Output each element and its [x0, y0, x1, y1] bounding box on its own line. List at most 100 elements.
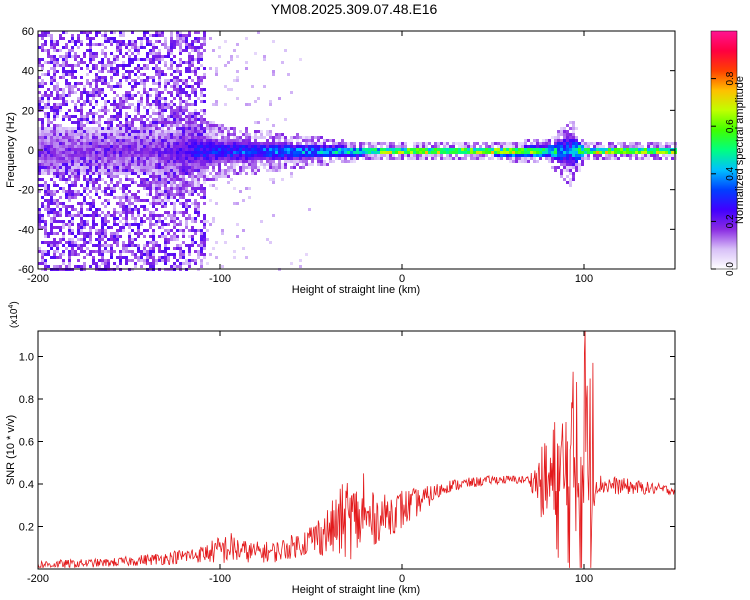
- heatmap-cell: [158, 58, 161, 61]
- heatmap-cell: [104, 247, 107, 250]
- heatmap-cell: [338, 154, 341, 157]
- colorbar-tick-label: 0.6: [725, 119, 736, 133]
- heatmap-cell: [167, 193, 170, 196]
- heatmap-cell: [242, 148, 245, 151]
- heatmap-cell: [344, 145, 347, 148]
- heatmap-cell: [464, 151, 467, 154]
- heatmap-cell: [101, 229, 104, 232]
- heatmap-cell: [227, 130, 230, 133]
- heatmap-cell: [644, 157, 647, 160]
- heatmap-cell: [143, 46, 146, 49]
- heatmap-cell: [98, 145, 101, 148]
- heatmap-cell: [410, 148, 413, 151]
- heatmap-cell: [233, 139, 236, 142]
- heatmap-cell: [149, 43, 152, 46]
- heatmap-cell: [101, 250, 104, 253]
- heatmap-cell: [281, 163, 284, 166]
- heatmap-cell: [170, 169, 173, 172]
- heatmap-cell: [86, 181, 89, 184]
- heatmap-cell: [77, 157, 80, 160]
- heatmap-cell: [152, 181, 155, 184]
- heatmap-cell: [185, 226, 188, 229]
- heatmap-cell: [248, 151, 251, 154]
- heatmap-cell: [47, 118, 50, 121]
- heatmap-cell: [56, 205, 59, 208]
- heatmap-cell: [170, 85, 173, 88]
- heatmap-cell: [134, 94, 137, 97]
- heatmap-cell: [572, 127, 575, 130]
- heatmap-cell: [68, 118, 71, 121]
- heatmap-cell: [131, 139, 134, 142]
- heatmap-cell: [116, 175, 119, 178]
- heatmap-cell: [62, 220, 65, 223]
- heatmap-cell: [383, 148, 386, 151]
- heatmap-cell: [56, 241, 59, 244]
- heatmap-cell: [47, 265, 50, 268]
- heatmap-cell: [71, 34, 74, 37]
- heatmap-cell: [305, 136, 308, 139]
- heatmap-cell: [491, 148, 494, 151]
- heatmap-cell: [128, 145, 131, 148]
- heatmap-cell: [116, 235, 119, 238]
- heatmap-cell: [434, 157, 437, 160]
- heatmap-cell: [158, 73, 161, 76]
- heatmap-cell: [176, 94, 179, 97]
- heatmap-cell: [41, 94, 44, 97]
- heatmap-cell: [116, 136, 119, 139]
- heatmap-cell: [179, 193, 182, 196]
- heatmap-cell: [101, 139, 104, 142]
- heatmap-cell: [188, 121, 191, 124]
- heatmap-cell: [230, 127, 233, 130]
- heatmap-cell: [575, 139, 578, 142]
- heatmap-cell: [140, 37, 143, 40]
- heatmap-cell: [140, 166, 143, 169]
- heatmap-cell: [419, 145, 422, 148]
- heatmap-cell: [71, 217, 74, 220]
- heatmap-cell: [314, 142, 317, 145]
- heatmap-cell: [176, 265, 179, 268]
- heatmap-cell: [242, 145, 245, 148]
- heatmap-cell: [47, 172, 50, 175]
- heatmap-cell: [89, 148, 92, 151]
- heatmap-cell: [230, 151, 233, 154]
- heatmap-cell: [461, 151, 464, 154]
- heatmap-cell: [431, 151, 434, 154]
- heatmap-cell: [191, 178, 194, 181]
- heatmap-cell: [47, 112, 50, 115]
- heatmap-cell: [488, 151, 491, 154]
- heatmap-cell: [569, 139, 572, 142]
- heatmap-cell: [113, 190, 116, 193]
- heatmap-cell: [140, 73, 143, 76]
- heatmap-cell: [218, 145, 221, 148]
- heatmap-cell: [56, 172, 59, 175]
- heatmap-cell: [548, 154, 551, 157]
- heatmap-cell: [77, 121, 80, 124]
- heatmap-cell: [158, 130, 161, 133]
- heatmap-cell: [305, 139, 308, 142]
- heatmap-cell: [254, 139, 257, 142]
- heatmap-cell: [143, 244, 146, 247]
- heatmap-cell: [161, 169, 164, 172]
- heatmap-cell: [308, 136, 311, 139]
- heatmap-cell: [494, 148, 497, 151]
- heatmap-cell: [50, 34, 53, 37]
- heatmap-cell: [323, 148, 326, 151]
- heatmap-cell: [521, 154, 524, 157]
- heatmap-cell: [197, 49, 200, 52]
- heatmap-cell: [86, 118, 89, 121]
- heatmap-cell: [182, 190, 185, 193]
- heatmap-cell: [158, 172, 161, 175]
- heatmap-cell: [170, 151, 173, 154]
- heatmap-cell: [56, 160, 59, 163]
- heatmap-cell: [158, 190, 161, 193]
- heatmap-cell: [101, 154, 104, 157]
- heatmap-cell: [65, 100, 68, 103]
- heatmap-cell: [86, 82, 89, 85]
- heatmap-cell: [158, 193, 161, 196]
- heatmap-cell: [80, 247, 83, 250]
- heatmap-cell: [101, 190, 104, 193]
- heatmap-cell: [44, 139, 47, 142]
- heatmap-cell: [68, 190, 71, 193]
- heatmap-cell: [125, 130, 128, 133]
- heatmap-cell: [113, 235, 116, 238]
